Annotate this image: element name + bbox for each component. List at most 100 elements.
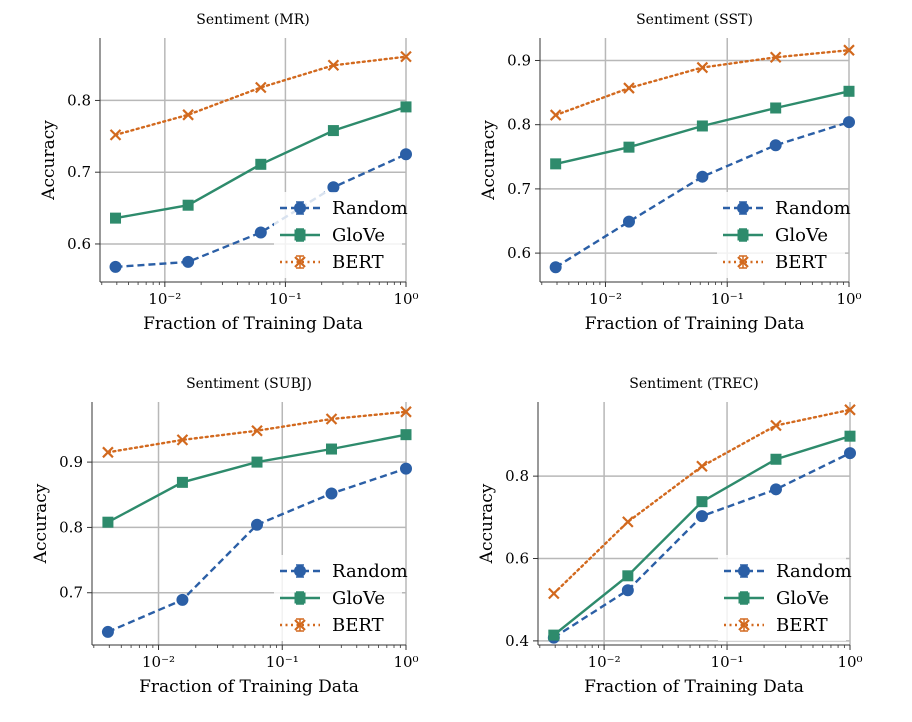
legend-marker-bert [294,256,306,268]
legend-label-bert: BERT [332,252,384,273]
legend-label-random: Random [332,198,408,219]
y-tick-label: 0.6 [67,235,91,253]
data-point-glove [327,125,339,137]
data-point-bert [255,81,267,94]
legend-label-glove: GloVe [332,225,385,246]
legend-label-glove: GloVe [332,588,385,609]
data-point-bert [251,424,263,437]
data-point-glove [696,496,708,508]
data-point-bert [325,413,338,425]
series-bert [549,44,855,121]
data-point-glove [623,141,635,153]
data-point-random [327,181,340,194]
data-point-bert [622,516,634,528]
x-tick-label: 10⁻¹ [266,653,299,671]
data-point-bert [769,51,782,64]
data-point-random [176,593,189,606]
x-axis-label: Fraction of Training Data [143,314,363,334]
data-point-bert [549,109,562,121]
series-line-random [555,120,850,269]
legend-label-glove: GloVe [776,588,829,609]
x-tick-label: 10⁻² [142,653,175,671]
y-axis-label: Accuracy [31,483,51,564]
x-tick-label: 10⁻¹ [711,653,744,671]
y-tick-label: 0.8 [507,116,531,134]
x-tick-label: 10⁻¹ [269,290,302,308]
data-point-random [109,260,122,273]
series-line-glove [107,433,407,524]
data-point-random [844,447,856,460]
x-tick-label: 10⁰ [836,290,861,308]
data-point-bert [327,59,340,72]
data-point-glove [176,476,188,488]
subplot-2: 10⁻² 10⁻¹ 10⁰ 0.6 0.7 0.8 0.9 Sentiment (SST) Fr… [479,12,862,334]
data-point-bert [843,44,855,56]
data-point-random [843,116,855,129]
data-point-random [696,170,709,183]
data-point-glove [843,85,855,97]
series-bert [102,406,412,459]
legend-label-bert: BERT [775,252,827,273]
data-point-random [695,510,708,523]
legend-marker-bert [737,256,749,268]
data-point-glove [770,102,782,114]
data-point-glove [548,629,560,641]
legend-marker-random [737,202,749,214]
data-point-glove [550,158,562,170]
data-point-glove [696,120,708,132]
data-point-random [400,148,412,161]
subplot-3: 10⁻² 10⁻¹ 10⁰ 0.7 0.8 0.9 Sentiment (SUBJ) Frac… [31,376,419,697]
data-point-glove [400,429,412,441]
x-tick-label: 10⁰ [837,653,862,671]
legend-marker-random [738,565,750,577]
legend-marker-random [294,202,306,214]
y-tick-label: 0.7 [67,163,91,181]
series-glove [110,101,412,224]
data-point-bert [109,129,122,141]
x-tick-label: 10⁻² [148,290,181,308]
y-tick-label: 0.8 [59,518,83,536]
legend: Random GloVe BERT [718,555,852,641]
y-tick-label: 0.9 [507,51,531,69]
legend-marker-bert [738,619,750,631]
x-tick-label: 10⁰ [393,290,418,308]
data-point-random [251,518,264,531]
legend-marker-bert [294,619,306,631]
data-point-random [621,584,634,597]
data-point-random [769,139,782,152]
x-tick-label: 10⁰ [393,653,418,671]
y-axis-label: Accuracy [477,483,497,564]
series-line-random [115,153,407,269]
y-axis-label: Accuracy [39,120,59,201]
data-point-random [254,226,267,239]
data-point-bert [176,434,189,446]
series-random [549,116,855,274]
data-point-glove [251,456,263,468]
legend-marker-glove [737,229,749,241]
legend-label-bert: BERT [776,615,828,636]
subplot-title: Sentiment (TREC) [629,376,758,392]
data-point-bert [400,406,412,418]
y-tick-label: 0.8 [505,467,529,485]
data-point-bert [102,446,114,459]
legend-label-bert: BERT [332,615,384,636]
y-tick-label: 0.4 [505,632,529,650]
subplot-4: 10⁻² 10⁻¹ 10⁰ 0.4 0.6 0.8 Sentiment (TREC) Frac… [477,376,863,697]
data-point-glove [110,212,122,224]
data-point-random [400,462,412,475]
data-point-glove [326,443,338,455]
legend: Random GloVe BERT [274,555,408,641]
data-point-glove [255,158,267,170]
subplot-title: Sentiment (SUBJ) [186,376,312,392]
series-random [109,148,412,273]
legend-label-random: Random [776,561,852,582]
y-tick-label: 0.6 [505,550,529,568]
legend-label-random: Random [775,198,851,219]
data-point-random [549,261,562,274]
y-tick-label: 0.7 [59,584,83,602]
data-point-random [622,215,635,228]
series-random [101,462,412,638]
legend: Random GloVe BERT [274,192,408,278]
x-tick-label: 10⁻¹ [711,290,744,308]
